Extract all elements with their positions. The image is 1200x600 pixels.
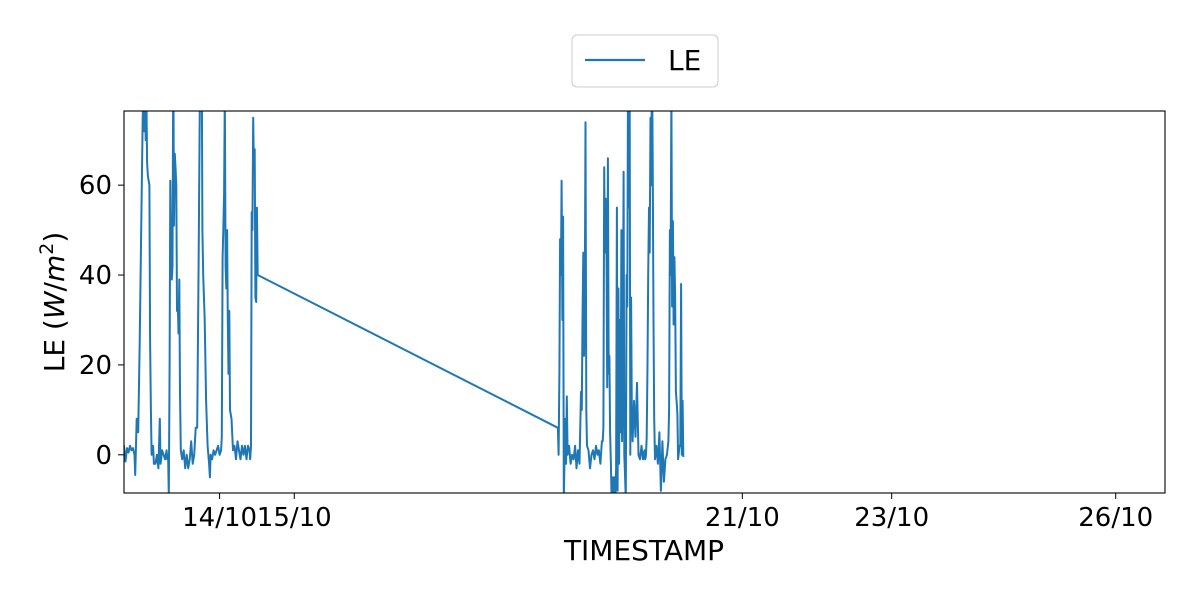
y-tick-label: 60 — [79, 171, 112, 201]
plot-series-layer — [124, 111, 685, 493]
x-tick-label: 21/10 — [705, 503, 780, 533]
plot-frame — [123, 110, 1166, 494]
y-axis-title: LE (W/m2) — [36, 232, 71, 373]
legend: LE — [571, 34, 719, 88]
series-line-le — [124, 111, 685, 493]
x-axis: 14/10 15/10 21/10 23/10 26/10 — [182, 493, 1153, 533]
y-axis: 0 20 40 60 — [79, 171, 124, 471]
y-tick-label: 0 — [95, 441, 112, 471]
x-tick-label: 14/10 — [182, 503, 257, 533]
x-tick-label: 15/10 — [257, 503, 332, 533]
x-tick-label: 26/10 — [1078, 503, 1153, 533]
legend-label: LE — [668, 44, 701, 77]
x-tick-label: 23/10 — [854, 503, 929, 533]
y-tick-label: 20 — [79, 351, 112, 381]
y-tick-label: 40 — [79, 261, 112, 291]
x-axis-title: TIMESTAMP — [563, 534, 724, 567]
